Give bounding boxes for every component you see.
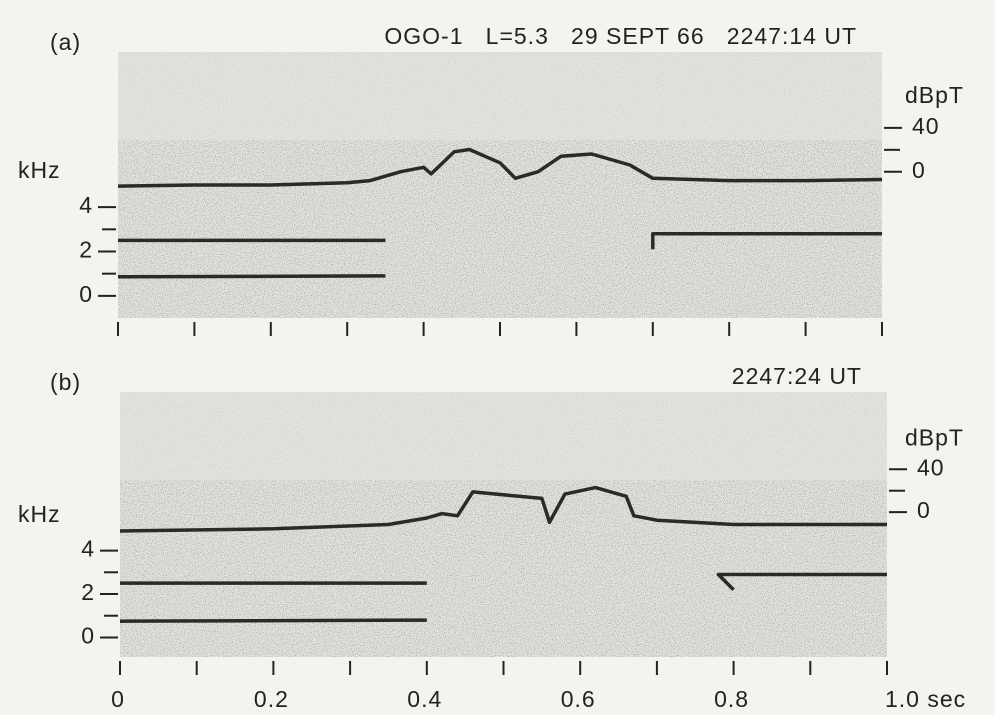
noise-texture [120, 392, 887, 480]
y-tick-label: 4 [81, 536, 95, 562]
noise-texture [118, 52, 882, 140]
noise-texture [118, 140, 882, 318]
x-tick-label: 0 [111, 686, 125, 712]
panel-title: 2247:24 UT [732, 363, 862, 389]
y-tick-label: 2 [81, 579, 95, 605]
y2-axis-label: dBpT [905, 82, 964, 108]
emission-trace [120, 572, 887, 591]
y-tick-label: 0 [79, 281, 93, 307]
x-tick-label: 0.6 [561, 686, 596, 712]
y-tick-label: 4 [79, 192, 93, 218]
x-tick-label: 0.4 [407, 686, 442, 712]
panel-label: (a) [50, 29, 81, 55]
y-tick-label: 2 [79, 237, 93, 263]
panel-title: OGO-1 L=5.3 29 SEPT 66 2247:14 UT [384, 23, 857, 49]
y-axis-label: kHz [18, 157, 61, 183]
x-tick-label: 0.8 [714, 686, 749, 712]
emission-trace [118, 232, 882, 250]
y2-tick-label: 40 [912, 113, 940, 139]
x-tick-label: 1.0 sec [885, 686, 966, 712]
x-tick-label: 0.2 [254, 686, 289, 712]
emission-trace [117, 147, 883, 188]
panel-label: (b) [50, 369, 81, 395]
noise-texture [120, 480, 887, 657]
y2-tick-label: 40 [917, 454, 945, 480]
emission-trace [119, 485, 887, 533]
y2-tick-label: 0 [917, 497, 931, 523]
y-axis-label: kHz [18, 501, 61, 527]
y-tick-label: 0 [81, 623, 95, 649]
y2-axis-label: dBpT [905, 424, 964, 450]
y2-tick-label: 0 [912, 157, 926, 183]
